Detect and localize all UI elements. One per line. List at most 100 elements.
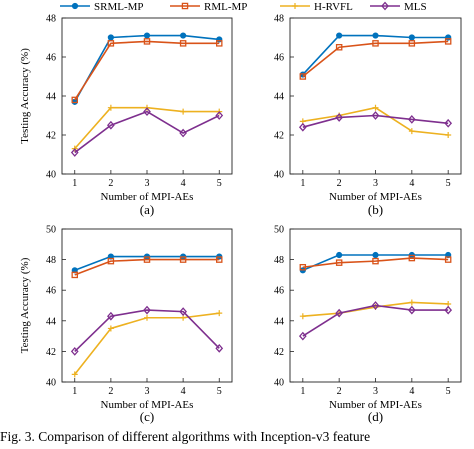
- series-mls: [298, 301, 453, 341]
- data-point-rml-mp: [408, 254, 416, 262]
- x-tick-label: 2: [108, 386, 113, 397]
- data-point-mls: [179, 128, 187, 138]
- data-point-srml-mp: [336, 251, 343, 259]
- y-tick-label: 40: [46, 378, 56, 389]
- data-point-mls: [371, 301, 380, 310]
- x-tick-label: 5: [446, 178, 451, 189]
- series-srml-mp: [299, 251, 452, 274]
- y-tick-label: 40: [274, 378, 284, 389]
- data-point-rml-mp: [71, 96, 79, 104]
- panel-b: 40 42 44 46 48 1 2 3 4 5 Number of MPI-AEs(b): [274, 14, 462, 217]
- y-tick-label: 40: [46, 170, 56, 181]
- data-point-mls: [70, 148, 79, 157]
- legend-marker-srml-mp: [71, 2, 79, 10]
- data-point-srml-mp: [180, 32, 187, 39]
- y-tick-label: 42: [46, 131, 56, 142]
- y-tick-label: 48: [46, 14, 56, 25]
- data-point-rml-mp: [215, 256, 223, 263]
- data-point-mls: [107, 120, 115, 130]
- data-point-srml-mp: [372, 32, 379, 39]
- data-point-mls: [335, 113, 344, 122]
- data-point-rml-mp: [71, 271, 79, 279]
- data-point-rml-mp: [444, 256, 452, 263]
- data-point-rml-mp: [143, 38, 151, 45]
- data-point-mls: [444, 118, 453, 128]
- data-point-h-rvfl: [107, 104, 114, 111]
- panel-label: (c): [140, 409, 154, 424]
- legend-item-mls: MLS: [370, 1, 427, 13]
- series-line-mls: [74, 110, 220, 154]
- x-tick-label: 3: [373, 386, 378, 397]
- data-point-mls: [215, 111, 224, 120]
- data-point-rml-mp: [444, 38, 452, 45]
- series-line-srml-mp: [302, 34, 449, 76]
- x-tick-label: 1: [300, 178, 305, 189]
- x-tick-label: 5: [217, 386, 222, 397]
- legend-label-srml-mp: SRML-MP: [94, 1, 144, 13]
- panel-label: (b): [368, 202, 383, 217]
- y-axis-label: Testing Accuracy (%): [19, 48, 31, 144]
- x-tick-label: 3: [373, 178, 378, 189]
- data-point-rml-mp: [335, 259, 343, 266]
- legend-marker-rml-mp: [181, 2, 189, 10]
- data-point-mls: [143, 107, 151, 116]
- data-point-mls: [407, 115, 416, 124]
- data-point-rml-mp: [215, 40, 223, 47]
- legend-label-h-rvfl: H-RVFL: [314, 1, 353, 13]
- y-tick-label: 44: [46, 92, 56, 103]
- series-mls: [70, 305, 224, 356]
- series-line-rml-mp: [74, 40, 220, 101]
- data-point-h-rvfl: [71, 371, 78, 378]
- series-rml-mp: [71, 38, 223, 104]
- y-tick-label: 40: [274, 170, 284, 181]
- legend: SRML-MP RML-MP H-RVFL MLS: [60, 1, 427, 13]
- legend-marker-mls: [381, 1, 389, 11]
- y-tick-label: 48: [46, 255, 56, 266]
- y-tick-label: 44: [274, 316, 284, 327]
- x-tick-label: 2: [337, 178, 342, 189]
- legend-label-mls: MLS: [404, 1, 427, 13]
- legend-item-srml-mp: SRML-MP: [60, 1, 144, 13]
- data-point-mls: [107, 311, 115, 321]
- data-point-mls: [335, 308, 344, 318]
- y-tick-label: 44: [274, 92, 284, 103]
- y-tick-label: 46: [46, 53, 56, 64]
- data-point-mls: [215, 343, 224, 353]
- x-tick-label: 1: [72, 386, 77, 397]
- data-point-mls: [371, 111, 380, 120]
- x-tick-label: 1: [72, 178, 77, 189]
- y-tick-label: 50: [274, 225, 284, 236]
- y-tick-label: 48: [274, 255, 284, 266]
- x-tick-label: 4: [409, 178, 414, 189]
- series-line-h-rvfl: [74, 106, 220, 150]
- figure-caption: Fig. 3. Comparison of different algorith…: [0, 429, 371, 444]
- series-h-rvfl: [71, 310, 223, 378]
- data-point-rml-mp: [107, 257, 115, 265]
- panel-label: (a): [140, 202, 154, 217]
- data-point-rml-mp: [372, 257, 379, 265]
- x-tick-label: 4: [181, 386, 186, 397]
- y-tick-label: 42: [46, 347, 56, 358]
- series-line-rml-mp: [74, 258, 220, 276]
- series-rml-mp: [71, 256, 223, 279]
- series-rml-mp: [299, 254, 452, 271]
- data-point-h-rvfl: [144, 314, 150, 321]
- panel-a: 40 42 44 46 48 1 2 3 4 5 Number of MPI-AEs Testing …: [19, 14, 233, 217]
- x-tick-label: 5: [217, 178, 222, 189]
- x-tick-label: 4: [181, 178, 186, 189]
- legend-marker-h-rvfl: [292, 3, 298, 9]
- data-point-h-rvfl: [216, 310, 223, 317]
- x-axis-label: Number of MPI-AEs: [101, 399, 194, 411]
- data-point-h-rvfl: [180, 108, 187, 115]
- data-point-rml-mp: [299, 73, 307, 80]
- series-line-h-rvfl: [74, 312, 220, 375]
- series-mls: [298, 111, 453, 132]
- legend-item-h-rvfl: H-RVFL: [280, 1, 353, 13]
- data-point-srml-mp: [107, 34, 114, 41]
- x-tick-label: 1: [300, 386, 305, 397]
- series-line-mls: [302, 304, 449, 337]
- x-tick-label: 5: [446, 386, 451, 397]
- series-line-rml-mp: [302, 40, 449, 78]
- series-line-srml-mp: [74, 34, 220, 103]
